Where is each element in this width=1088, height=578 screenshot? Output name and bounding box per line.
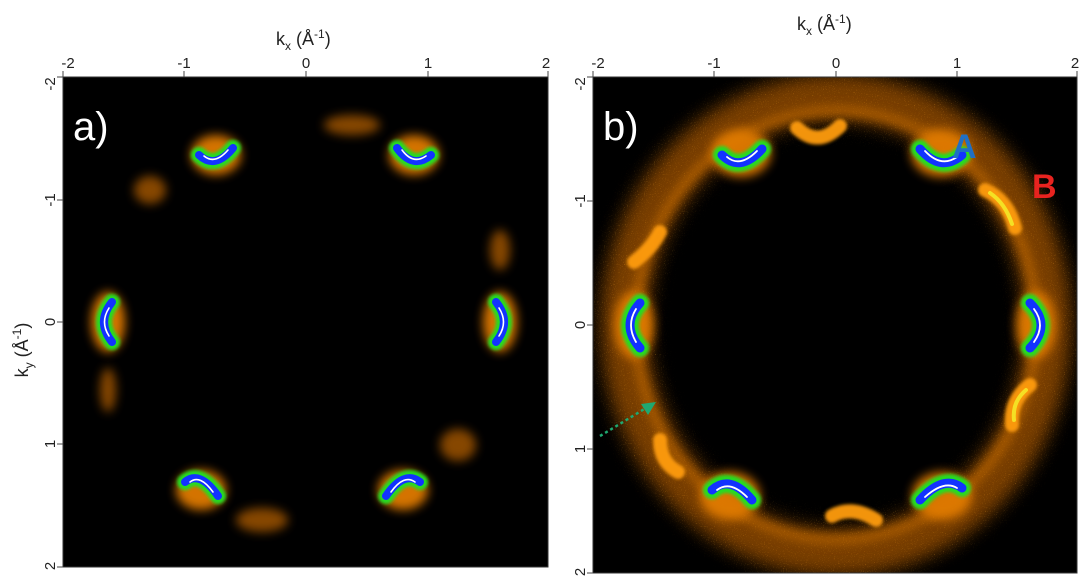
panel-b-intensity-map [593, 77, 1077, 573]
panel-b-y-tick-label: 2 [572, 568, 589, 576]
label-a: A [952, 128, 977, 166]
panel-a-x-tick-label: -1 [177, 55, 190, 72]
panel-b-y-tick-label: 1 [572, 445, 589, 453]
panel-b-y-ticks [587, 76, 593, 574]
dotted-arrow [599, 402, 656, 438]
panel-a-x-tick-label: 2 [542, 55, 550, 72]
panel-a-x-ticks [62, 71, 549, 77]
panel-a-plot-area [63, 77, 548, 567]
y-axis-title: ky (Å-1) [10, 323, 36, 378]
label-b: B [1032, 168, 1057, 206]
panel-a-intensity-map [91, 115, 517, 532]
panel-b-x-tick-label: -2 [591, 55, 604, 72]
panel-a-y-tick-label: 1 [42, 440, 59, 448]
panel-b: b) A B -2 -1 0 1 2 kx (Å-1) [572, 12, 1079, 576]
panel-a-x-tick-label: 1 [424, 55, 432, 72]
panel-b-y-tick-label: -1 [572, 194, 589, 207]
panel-b-x-tick-label: 2 [1071, 55, 1079, 72]
panel-a-x-axis-title: kx (Å-1) [276, 27, 331, 53]
panel-b-letter: b) [603, 105, 639, 149]
panel-a-y-ticks [57, 76, 63, 568]
panel-a-x-tick-label: -2 [61, 55, 74, 72]
panel-b-x-tick-label: -1 [707, 55, 720, 72]
panel-b-x-axis-title: kx (Å-1) [797, 12, 852, 38]
panel-b-y-tick-label: 0 [572, 321, 589, 329]
panel-b-x-tick-label: 0 [832, 55, 840, 72]
panel-a-y-tick-label: -2 [42, 77, 59, 90]
panel-b-x-ticks [592, 71, 1078, 77]
panel-a: a) -2 -1 0 1 2 kx (Å-1) -2 -1 0 1 2 [10, 27, 550, 570]
panel-b-x-tick-label: 1 [953, 55, 961, 72]
panel-a-y-tick-label: -1 [42, 193, 59, 206]
panel-a-y-tick-label: 0 [42, 318, 59, 326]
panel-a-letter: a) [73, 105, 109, 149]
panel-a-y-tick-label: 2 [42, 562, 59, 570]
panel-a-x-tick-label: 0 [302, 55, 310, 72]
panel-b-y-tick-label: -2 [572, 77, 589, 90]
